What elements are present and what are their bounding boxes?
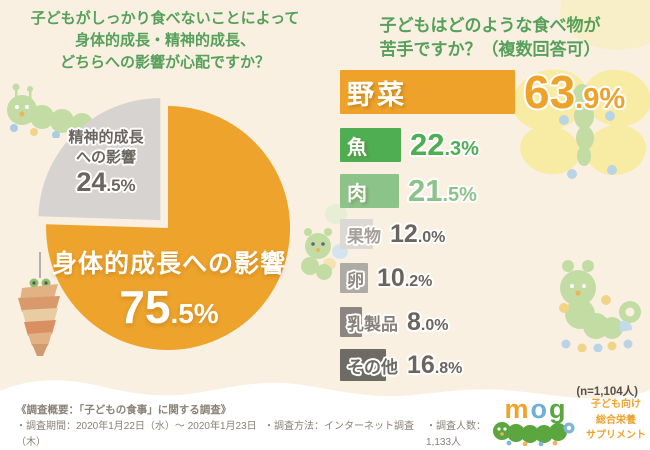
pie-chart-title: 子どもがしっかり食べないことによって 身体的成長・精神的成長、 どちらへの影響が… bbox=[5, 8, 325, 73]
bar-label: 野菜 bbox=[347, 79, 407, 110]
bar-vegetables bbox=[340, 70, 515, 114]
pie-minor-value: 24.5% bbox=[76, 167, 136, 197]
bar-value: 63.9% bbox=[524, 66, 626, 118]
title-line: 子どもがしっかり食べないことによって bbox=[30, 10, 300, 27]
bar-label: 果物 bbox=[347, 226, 381, 246]
bar-label: 卵 bbox=[347, 270, 364, 290]
bar-label: 乳製品 bbox=[347, 314, 398, 334]
bar-row-dairy: 乳製品 8.0% bbox=[340, 307, 640, 337]
bar-chart-title: 子どもはどのような食べ物が 苦手ですか？（複数回答可） bbox=[335, 14, 645, 62]
pie-minor-label-line: への影響 bbox=[75, 148, 136, 166]
bar-fruit bbox=[340, 219, 373, 249]
bar-label: その他 bbox=[347, 357, 398, 377]
pie-major-value: 75.5% bbox=[119, 281, 219, 333]
bar-meat bbox=[340, 174, 399, 208]
mog-logo-tagline: 子ども向け 総合栄養 サプリメント bbox=[582, 397, 650, 444]
mog-logo-word: mog bbox=[504, 394, 568, 424]
bug-face-icon bbox=[301, 228, 332, 280]
caterpillar-right-icon bbox=[559, 260, 641, 352]
pie-slice-mental-growth bbox=[38, 98, 161, 221]
tagline-line: サプリメント bbox=[586, 430, 646, 441]
bar-fish bbox=[340, 128, 401, 162]
bar-egg bbox=[340, 263, 368, 293]
mog-logo: mog bbox=[488, 396, 584, 450]
sample-size-note: (n=1,104人) bbox=[576, 386, 638, 398]
bar-row-fruit: 果物 12.0% bbox=[340, 219, 640, 249]
pie-label-mental-growth: 精神的成長 への影響 24.5% bbox=[36, 128, 176, 198]
bar-label: 肉 bbox=[347, 182, 367, 205]
title-line: 苦手ですか？（複数回答可） bbox=[379, 39, 601, 59]
survey-summary-row: ・調査期間：2020年1月22日（水）～ 2020年1月23日（木） ・調査方法… bbox=[16, 419, 496, 450]
bar-dairy bbox=[340, 307, 362, 337]
bar-row-vegetables: 野菜 63.9% bbox=[340, 66, 640, 118]
bar-value: 12.0% bbox=[390, 219, 446, 248]
pie-label-physical-growth: 身体的成長への影響 75.5% bbox=[28, 244, 310, 334]
survey-summary: 《調査概要：「子どもの食事」に関する調査》 ・調査期間：2020年1月22日（水… bbox=[16, 402, 496, 450]
survey-count: ・調査人数：1,133人 bbox=[426, 421, 486, 448]
bar-value: 22.3% bbox=[410, 127, 479, 162]
pie-chart bbox=[38, 98, 291, 350]
survey-method: ・調査方法：インターネット調査 bbox=[264, 421, 414, 433]
title-line: どちらへの影響が心配ですか？ bbox=[59, 53, 270, 71]
title-line: 子どもはどのような食べ物が bbox=[379, 16, 601, 35]
tagline-line: 子ども向け bbox=[591, 399, 641, 410]
bar-row-other: その他 16.8% bbox=[340, 349, 640, 381]
bar-chart: 野菜 63.9% 魚 22.3% 肉 21.5% 果物 12.0% 卵 10.2… bbox=[340, 66, 640, 381]
pie-slice-physical-growth bbox=[46, 105, 291, 350]
title-line: 身体的成長・精神的成長、 bbox=[74, 31, 255, 49]
bar-value: 16.8% bbox=[407, 350, 463, 379]
bar-value: 10.2% bbox=[377, 263, 433, 292]
bar-value: 21.5% bbox=[408, 173, 477, 208]
mog-logo-caterpillar-icon bbox=[493, 422, 575, 447]
survey-period: ・調査期間：2020年1月22日（水）～ 2020年1月23日（木） bbox=[16, 421, 257, 448]
tagline-line: 総合栄養 bbox=[596, 414, 636, 426]
bagworm-icon bbox=[18, 252, 60, 356]
bar-other bbox=[340, 349, 386, 381]
pie-major-label: 身体的成長への影響 bbox=[51, 250, 286, 278]
footer-wave bbox=[0, 380, 650, 450]
butterfly-icon bbox=[512, 69, 650, 179]
bar-value: 8.0% bbox=[407, 307, 449, 336]
bar-row-fish: 魚 22.3% bbox=[340, 127, 640, 162]
survey-summary-heading: 《調査概要：「子どもの食事」に関する調査》 bbox=[16, 404, 232, 416]
bar-label: 魚 bbox=[347, 136, 367, 159]
bar-row-egg: 卵 10.2% bbox=[340, 263, 640, 293]
bar-row-meat: 肉 21.5% bbox=[340, 173, 640, 208]
pie-minor-label-line: 精神的成長 bbox=[68, 129, 144, 146]
